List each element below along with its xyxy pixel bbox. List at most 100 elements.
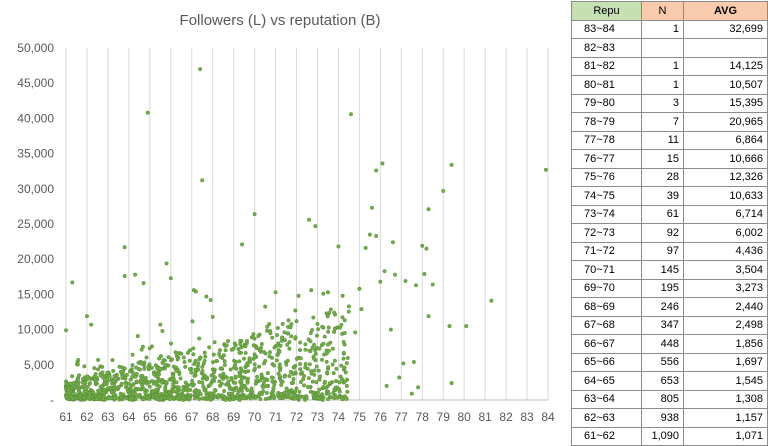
- data-point: [313, 351, 318, 356]
- data-point: [280, 379, 285, 384]
- data-point: [78, 393, 83, 398]
- cell-n: 246: [641, 297, 684, 317]
- data-point: [303, 347, 308, 352]
- data-point: [274, 333, 279, 338]
- cell-n: 1: [641, 56, 684, 76]
- data-point: [242, 396, 247, 401]
- table-row: 61~62 1,090 1,071: [571, 426, 768, 446]
- reputation-stats-table: Repu N AVG 83~84 1 32,699 82~83 81~82 1 14,125…: [571, 1, 768, 446]
- cell-n: 1: [641, 75, 684, 95]
- data-point: [413, 283, 418, 288]
- data-point: [284, 386, 289, 391]
- data-point: [168, 276, 173, 281]
- table-row: 76~77 15 10,666: [571, 149, 768, 169]
- y-tick-label: -: [50, 393, 54, 407]
- data-point: [134, 379, 139, 384]
- data-point: [441, 188, 446, 193]
- data-point: [70, 397, 75, 402]
- x-tick-label: 65: [143, 410, 157, 424]
- data-point: [307, 362, 312, 367]
- data-point: [198, 355, 203, 360]
- x-tick-label: 76: [374, 410, 388, 424]
- data-point: [393, 272, 398, 277]
- data-point: [177, 395, 182, 400]
- cell-repu: 67~68: [571, 315, 642, 335]
- cell-n: 15: [641, 149, 684, 169]
- data-point: [291, 371, 296, 376]
- data-point: [237, 397, 242, 402]
- cell-repu: 66~67: [571, 334, 642, 354]
- x-tick-label: 78: [416, 410, 430, 424]
- cell-repu: 82~83: [571, 38, 642, 58]
- data-point: [346, 309, 351, 314]
- data-point: [237, 388, 242, 393]
- data-point: [289, 334, 294, 339]
- data-point: [119, 395, 124, 400]
- data-point: [147, 396, 152, 401]
- data-point: [253, 395, 258, 400]
- data-point: [76, 381, 81, 386]
- data-point: [326, 365, 331, 370]
- data-point: [112, 374, 117, 379]
- data-point: [174, 351, 179, 356]
- data-point: [155, 396, 160, 401]
- y-tick-label: 15,000: [17, 287, 54, 301]
- data-point: [334, 366, 339, 371]
- data-point: [292, 396, 297, 401]
- data-point: [222, 359, 227, 364]
- data-point: [317, 346, 322, 351]
- data-point: [294, 319, 299, 324]
- data-point: [289, 381, 294, 386]
- data-point: [100, 364, 105, 369]
- data-point: [262, 350, 267, 355]
- data-point: [92, 366, 97, 371]
- cell-n: 448: [641, 334, 684, 354]
- data-point: [102, 390, 107, 395]
- data-point: [420, 243, 425, 248]
- data-point: [124, 382, 129, 387]
- data-point: [243, 369, 248, 374]
- y-tick-label: 50,000: [17, 41, 54, 55]
- y-tick-label: 5,000: [24, 358, 54, 372]
- data-point: [137, 392, 142, 397]
- data-point: [243, 385, 248, 390]
- cell-avg: 1,071: [683, 426, 768, 446]
- cell-n: 92: [641, 223, 684, 243]
- table-header-row: Repu N AVG: [571, 1, 768, 21]
- data-point: [190, 382, 195, 387]
- data-point: [120, 374, 125, 379]
- cell-repu: 78~79: [571, 112, 642, 132]
- data-point: [294, 356, 299, 361]
- data-point: [276, 390, 281, 395]
- data-point: [342, 379, 347, 384]
- y-tick-label: 25,000: [17, 217, 54, 231]
- data-point: [164, 261, 169, 266]
- cell-n: 347: [641, 315, 684, 335]
- data-point: [171, 381, 176, 386]
- data-point: [141, 281, 146, 286]
- cell-avg: 1,308: [683, 389, 768, 409]
- data-point: [251, 335, 256, 340]
- table-row: 81~82 1 14,125: [571, 56, 768, 76]
- data-point: [232, 341, 237, 346]
- data-point: [298, 356, 303, 361]
- data-point: [382, 269, 387, 274]
- data-point: [109, 386, 114, 391]
- cell-n: 653: [641, 371, 684, 391]
- table-row: 62~63 938 1,157: [571, 408, 768, 428]
- data-point: [131, 371, 136, 376]
- data-point: [272, 363, 277, 368]
- data-point: [341, 356, 346, 361]
- data-point: [274, 358, 279, 363]
- data-point: [259, 372, 264, 377]
- table-body: 83~84 1 32,699 82~83 81~82 1 14,125 80~81 1 10,50…: [571, 19, 768, 446]
- data-point: [314, 364, 319, 369]
- data-point: [337, 389, 342, 394]
- data-point: [302, 373, 307, 378]
- data-point: [73, 392, 78, 397]
- data-point: [344, 361, 349, 366]
- data-point: [129, 396, 134, 401]
- x-tick-label: 80: [457, 410, 471, 424]
- data-point: [191, 352, 196, 357]
- data-point: [131, 382, 136, 387]
